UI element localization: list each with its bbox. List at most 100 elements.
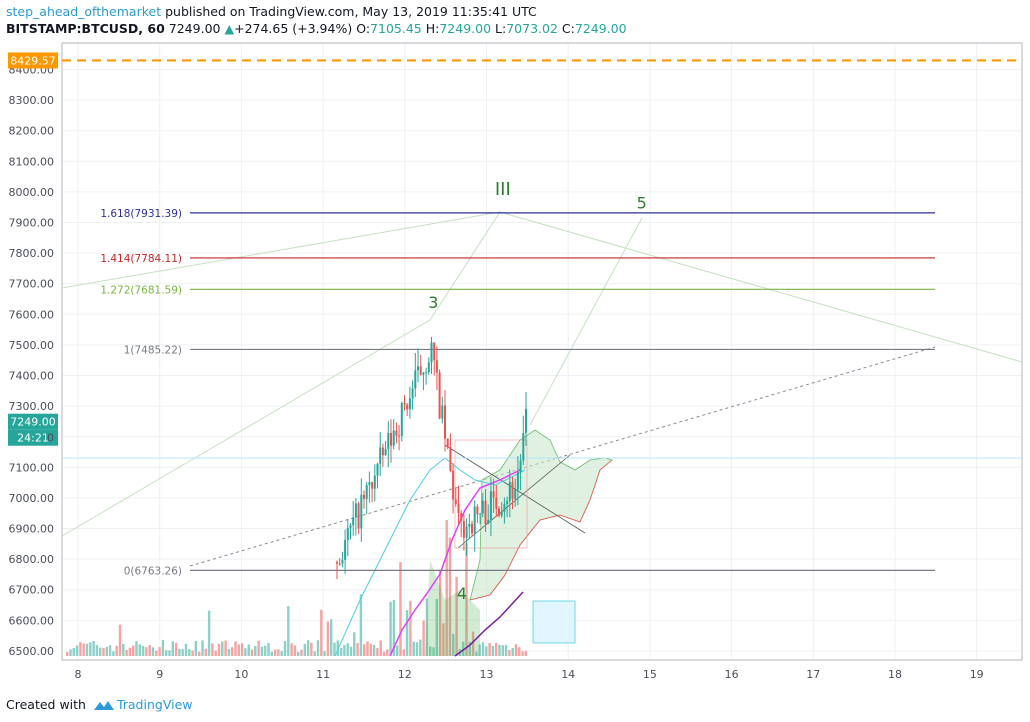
close-label: C: [561,21,575,36]
y-tick-label: 7800.00 [9,247,55,260]
wave-5-projection [529,217,643,426]
volume-bar [122,644,125,656]
volume-bar [191,650,194,656]
candle-body [479,513,482,515]
volume-bar [231,647,234,656]
y-tick-label: 8300.00 [9,94,55,107]
candle-body [365,485,368,500]
candle-body [417,366,419,371]
volume-bar [462,641,465,656]
volume-bar [514,644,518,656]
volume-bar [72,648,75,656]
volume-bar [158,647,161,656]
candle-body [508,482,511,502]
y-tick-label: 7300.00 [9,400,55,413]
volume-bar [495,642,498,656]
fib-level-label: 1.618(7931.39) [100,208,182,220]
candle-body [495,497,498,509]
volume-bar [217,643,221,656]
volume-bar [240,643,244,656]
x-tick-label: 13 [480,668,494,681]
candle-body [387,433,390,450]
volume-bar [349,646,353,656]
volume-bar [237,644,240,656]
volume-bar [247,644,250,656]
volume-bar [425,598,429,656]
volume-bar [264,645,267,656]
candle-body [492,491,495,498]
volume-bar [353,632,356,656]
x-tick-label: 17 [806,668,820,681]
volume-bar [330,619,333,656]
candle-body [519,460,522,473]
open-value: 7105.45 [370,21,422,36]
volume-bar [333,642,336,656]
candle-body [368,482,371,486]
volume-bar [155,650,158,656]
volume-bar [485,646,488,656]
purple-moving-average [454,591,524,657]
candle-body [360,494,363,529]
volume-bar [221,641,224,656]
up-arrow-icon: ▲ [224,21,235,36]
volume-bar [511,647,514,656]
candle-body [476,506,479,515]
candle-body [395,430,398,436]
volume-bar [227,649,231,656]
volume-bar [260,646,264,656]
candle-body [400,403,403,436]
candle-body [460,512,463,521]
volume-bar [465,543,468,656]
tradingview-logo-icon [93,701,114,710]
candle-body [384,449,387,456]
volume-bar [343,645,346,656]
candle-body [371,482,374,489]
volume-bar [290,643,293,656]
candle-body [462,520,465,538]
last-price-label: 7249.00 [10,416,56,429]
wave-label: 5 [637,194,647,213]
volume-bar [475,651,478,656]
volume-bar [323,651,326,656]
symbol-label[interactable]: BITSTAMP:BTCUSD, 60 [6,21,165,36]
candle-body [403,403,406,405]
candle-body [336,562,338,564]
volume-bar [244,648,247,656]
volume-bar [128,647,132,656]
wave-label: 3 [428,293,438,312]
fib-trend-line [189,346,936,567]
candle-body [498,508,500,516]
candle-body [349,525,352,528]
volume-bar [405,610,409,656]
volume-bar [118,624,122,656]
volume-bar [211,643,214,656]
author-link[interactable]: step_ahead_ofthemarket [6,4,162,19]
volume-bar [359,594,363,656]
candle-body [444,405,446,439]
x-tick-label: 16 [725,668,739,681]
volume-bar [92,640,95,656]
candle-body [446,438,449,448]
partial-tick-label: 0 [47,432,54,445]
fib-level-label: 1.414(7784.11) [100,253,182,265]
candle-body [468,523,471,527]
volume-bar [303,643,306,656]
candle-body [338,563,341,565]
volume-bar [376,647,379,656]
published-text: published on TradingView.com, May 13, 20… [165,4,537,19]
tradingview-link[interactable]: TradingView [116,697,193,712]
candle-body [398,435,401,437]
volume-bar [181,649,184,656]
wave-line-1-3 [61,211,501,289]
volume-bar [224,640,227,656]
volume-bar [379,640,382,656]
candle-body [457,503,460,513]
volume-bar [316,640,320,656]
created-with-text: Created with [6,697,86,712]
chart-axes: 8400.008300.008200.008100.008000.007900.… [8,52,984,681]
volume-bar [326,621,330,656]
x-tick-label: 14 [561,668,575,681]
volume-bar [524,650,528,656]
volume-bar [392,600,396,656]
